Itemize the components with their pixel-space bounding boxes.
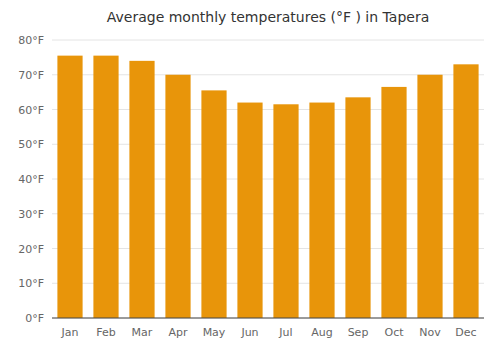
chart-title: Average monthly temperatures (°F ) in Ta… [107, 9, 430, 25]
bar [309, 103, 334, 318]
y-tick-label: 70°F [18, 69, 44, 82]
x-tick-label: Dec [455, 326, 476, 339]
bar [273, 104, 298, 318]
y-tick-label: 30°F [18, 208, 44, 221]
bar [453, 64, 478, 318]
y-tick-label: 60°F [18, 104, 44, 117]
x-tick-label: Jan [61, 326, 79, 339]
x-tick-label: Mar [132, 326, 153, 339]
y-tick-label: 80°F [18, 34, 44, 47]
x-tick-label: Sep [348, 326, 369, 339]
chart-container: Average monthly temperatures (°F ) in Ta… [0, 0, 500, 350]
x-tick-label: Feb [96, 326, 115, 339]
y-tick-label: 50°F [18, 138, 44, 151]
bar [417, 75, 442, 318]
grid-line [52, 40, 484, 41]
y-tick-label: 10°F [18, 277, 44, 290]
bar [201, 90, 226, 318]
x-tick-label: Apr [168, 326, 188, 339]
grid-line [52, 318, 484, 319]
x-axis: Jan Feb Mar Apr May Jun Jul Aug Sep Oct Nov Dec [61, 326, 477, 339]
bar [237, 103, 262, 318]
x-tick-label: May [203, 326, 226, 339]
x-tick-label: Nov [419, 326, 441, 339]
x-tick-label: Oct [384, 326, 404, 339]
bar [345, 97, 370, 318]
x-tick-label: Aug [311, 326, 332, 339]
x-tick-label: Jul [278, 326, 292, 339]
y-tick-label: 20°F [18, 243, 44, 256]
y-axis: 0°F 10°F 20°F 30°F 40°F 50°F 60°F 70°F 80°F [18, 34, 484, 325]
bar [93, 56, 118, 318]
y-tick-label: 40°F [18, 173, 44, 186]
bars [57, 56, 478, 318]
bar [57, 56, 82, 318]
x-tick-label: Jun [240, 326, 258, 339]
x-axis-line [52, 318, 484, 319]
chart-svg: Average monthly temperatures (°F ) in Ta… [0, 0, 500, 350]
bar [129, 61, 154, 318]
y-tick-label: 0°F [25, 312, 44, 325]
bar [381, 87, 406, 318]
bar [165, 75, 190, 318]
